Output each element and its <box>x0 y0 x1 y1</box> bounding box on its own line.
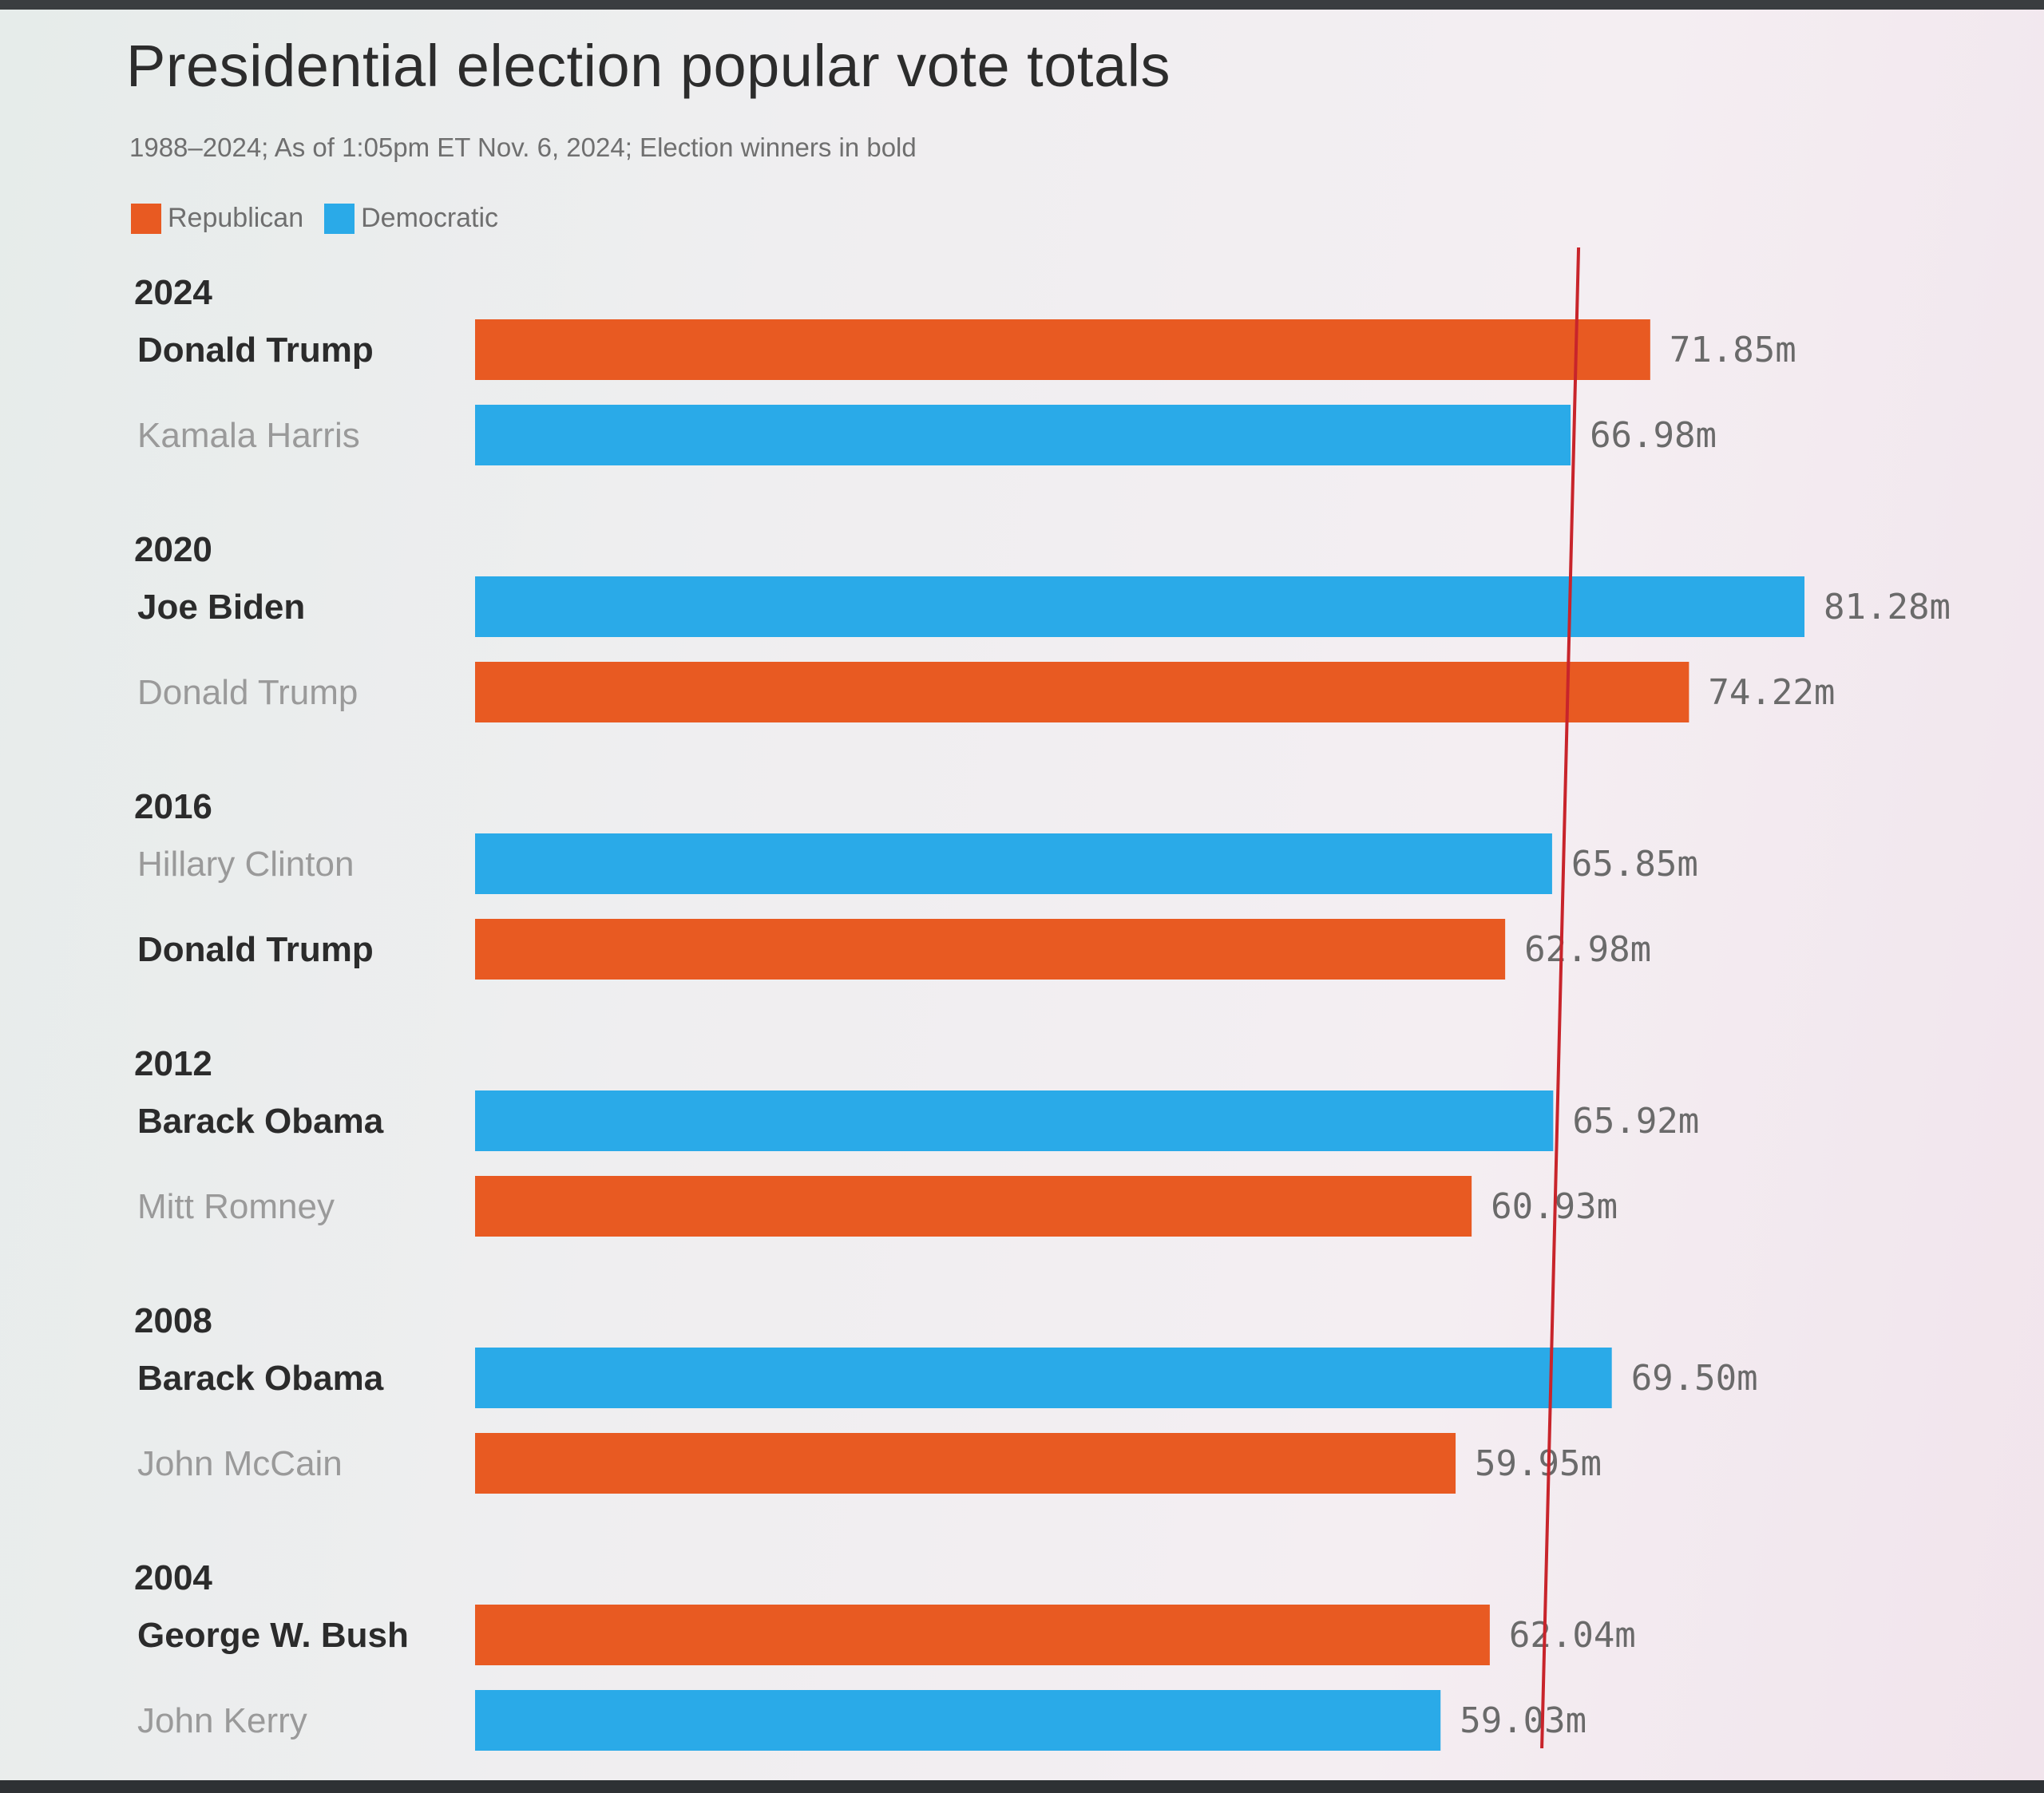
chart-subtitle: 1988–2024; As of 1:05pm ET Nov. 6, 2024;… <box>129 133 917 162</box>
legend-swatch-democratic <box>324 203 355 234</box>
year-label: 2004 <box>134 1558 212 1597</box>
candidate-name: Barack Obama <box>137 1102 384 1141</box>
bar-democratic <box>475 405 1571 465</box>
value-label: 62.98m <box>1524 929 1651 970</box>
screen-bezel-top <box>0 0 2044 10</box>
candidate-name: Donald Trump <box>137 673 358 712</box>
bar-republican <box>475 662 1689 722</box>
value-label: 71.85m <box>1670 330 1796 370</box>
year-label: 2008 <box>134 1301 212 1340</box>
bar-republican <box>475 1176 1472 1237</box>
chart-title: Presidential election popular vote total… <box>126 33 1171 99</box>
year-label: 2012 <box>134 1044 212 1083</box>
value-label: 65.92m <box>1572 1101 1699 1142</box>
bar-democratic <box>475 1090 1554 1151</box>
candidate-name: John Kerry <box>137 1701 307 1740</box>
value-label: 62.04m <box>1509 1615 1636 1656</box>
candidate-name: Donald Trump <box>137 930 374 969</box>
candidate-name: Donald Trump <box>137 330 374 370</box>
bar-democratic <box>475 1348 1612 1408</box>
bar-republican <box>475 319 1650 380</box>
bar-democratic <box>475 833 1552 894</box>
value-label: 69.50m <box>1631 1358 1758 1399</box>
reference-line <box>1540 247 1581 1749</box>
candidate-name: George W. Bush <box>137 1616 409 1655</box>
bar-democratic <box>475 576 1804 637</box>
bar-republican <box>475 919 1506 980</box>
legend-item-republican: Republican <box>131 203 303 234</box>
value-label: 74.22m <box>1708 672 1835 713</box>
legend-label-democratic: Democratic <box>361 203 499 233</box>
value-label: 65.85m <box>1571 844 1698 885</box>
candidate-name: Barack Obama <box>137 1359 384 1398</box>
candidate-name: Mitt Romney <box>137 1187 335 1226</box>
bar-republican <box>475 1433 1456 1494</box>
legend: Republican Democratic <box>131 203 519 234</box>
value-label: 59.03m <box>1460 1700 1586 1741</box>
legend-label-republican: Republican <box>168 203 304 233</box>
candidate-name: Hillary Clinton <box>137 845 354 884</box>
screen-bezel-bottom <box>0 1780 2044 1793</box>
value-label: 66.98m <box>1590 415 1717 456</box>
bar-democratic <box>475 1690 1441 1751</box>
value-label: 59.95m <box>1475 1443 1602 1484</box>
legend-swatch-republican <box>131 203 161 234</box>
legend-item-democratic: Democratic <box>324 203 498 234</box>
value-label: 81.28m <box>1824 587 1951 627</box>
year-label: 2020 <box>134 530 212 569</box>
bar-republican <box>475 1605 1490 1665</box>
candidate-name: Joe Biden <box>137 588 305 627</box>
candidate-name: Kamala Harris <box>137 416 360 455</box>
year-label: 2016 <box>134 787 212 826</box>
candidate-name: John McCain <box>137 1444 343 1483</box>
year-label: 2024 <box>134 273 212 312</box>
